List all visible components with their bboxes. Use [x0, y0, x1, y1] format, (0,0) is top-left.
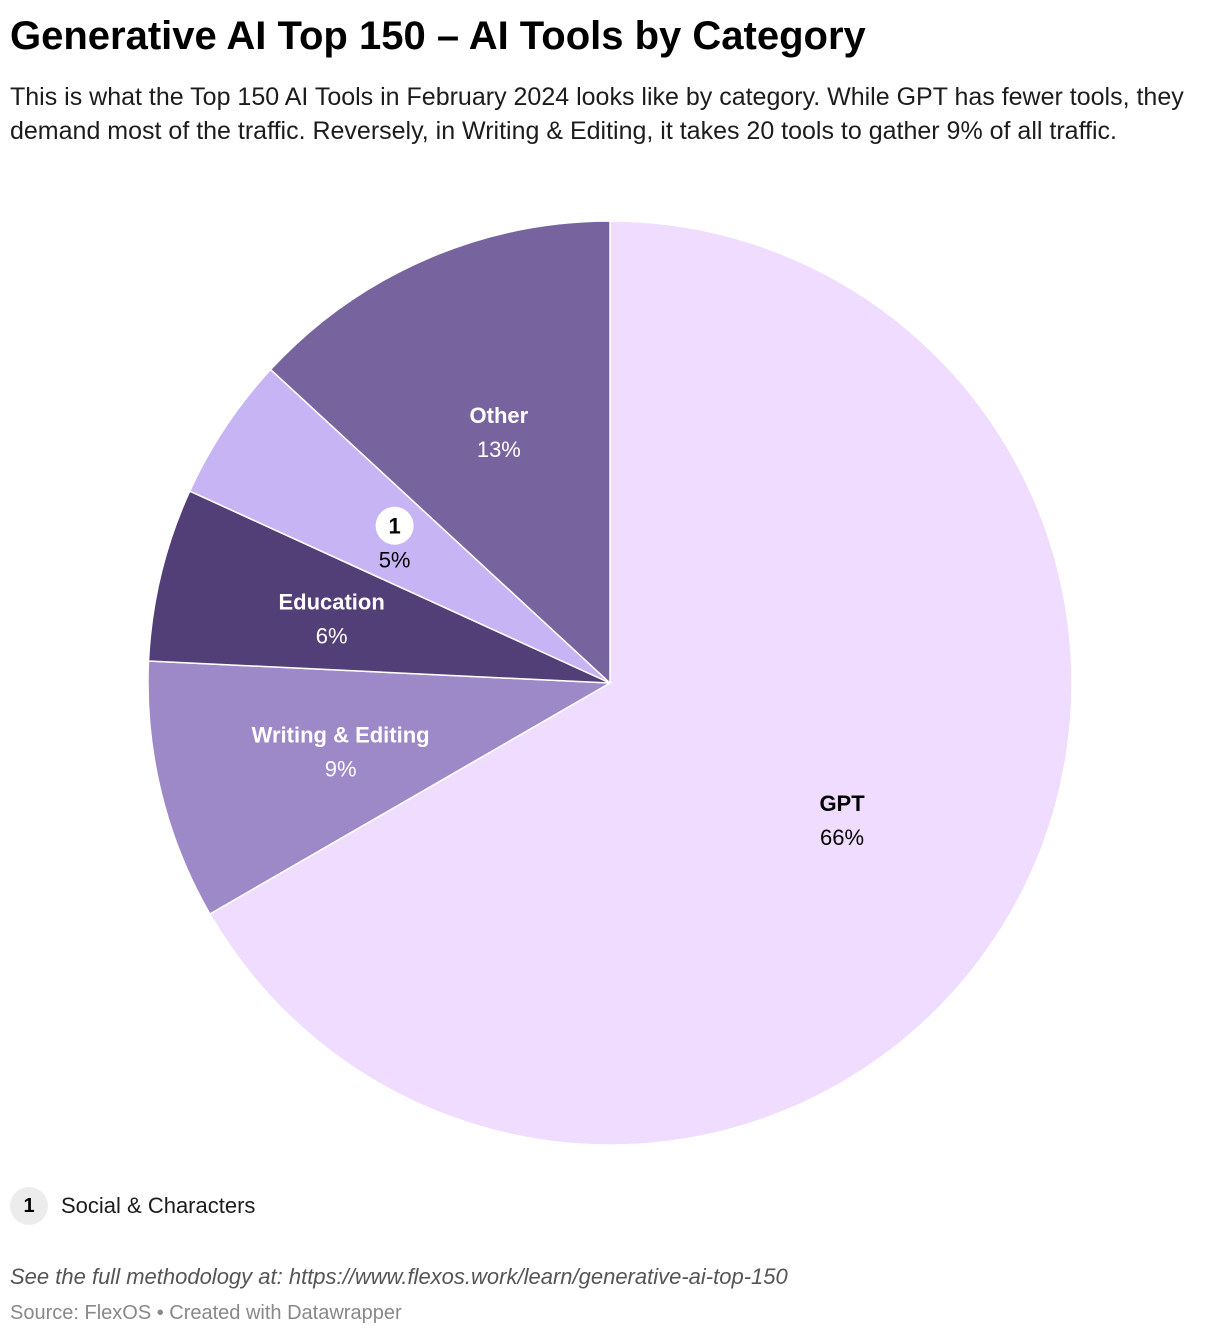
pie-slice-other [269, 220, 611, 685]
slice-value-label: 5% [379, 548, 411, 573]
pie-slice-writing-and-editing [147, 660, 613, 916]
chart-legend: 1 Social & Characters [10, 1186, 255, 1226]
methodology-note: See the full methodology at: https://www… [10, 1264, 788, 1289]
chart-subtitle: This is what the Top 150 AI Tools in Feb… [10, 83, 1184, 145]
slice-value-label: 9% [325, 756, 357, 781]
slice-label-gpt: GPT 66% [819, 791, 865, 850]
pie-slice-gpt [208, 220, 1073, 1146]
slice-value-label: 6% [316, 623, 348, 648]
pie-slice-education [147, 490, 611, 684]
slice-category-label: GPT [819, 791, 865, 816]
slice-value-label: 13% [477, 437, 521, 462]
slice-category-label: Other [470, 403, 529, 428]
slice-label-other: Other 13% [470, 403, 529, 462]
legend-marker-badge: 1 [10, 1187, 48, 1225]
slice-label-marker-1: 15% [375, 506, 414, 573]
source-footer: Source: FlexOS • Created with Datawrappe… [10, 1302, 402, 1324]
slice-value-label: 66% [820, 825, 864, 850]
slice-category-label: Education [278, 589, 384, 614]
slice-label-education: Education 6% [278, 589, 384, 648]
chart-title: Generative AI Top 150 – AI Tools by Cate… [10, 14, 866, 58]
slice-label-writing-and-editing: Writing & Editing 9% [252, 722, 430, 781]
slice-marker-text: 1 [388, 514, 400, 539]
slice-category-label: Writing & Editing [252, 722, 430, 747]
slice-marker-badge [375, 506, 414, 545]
pie-slices [147, 220, 1073, 1146]
legend-label: Social & Characters [61, 1193, 256, 1218]
